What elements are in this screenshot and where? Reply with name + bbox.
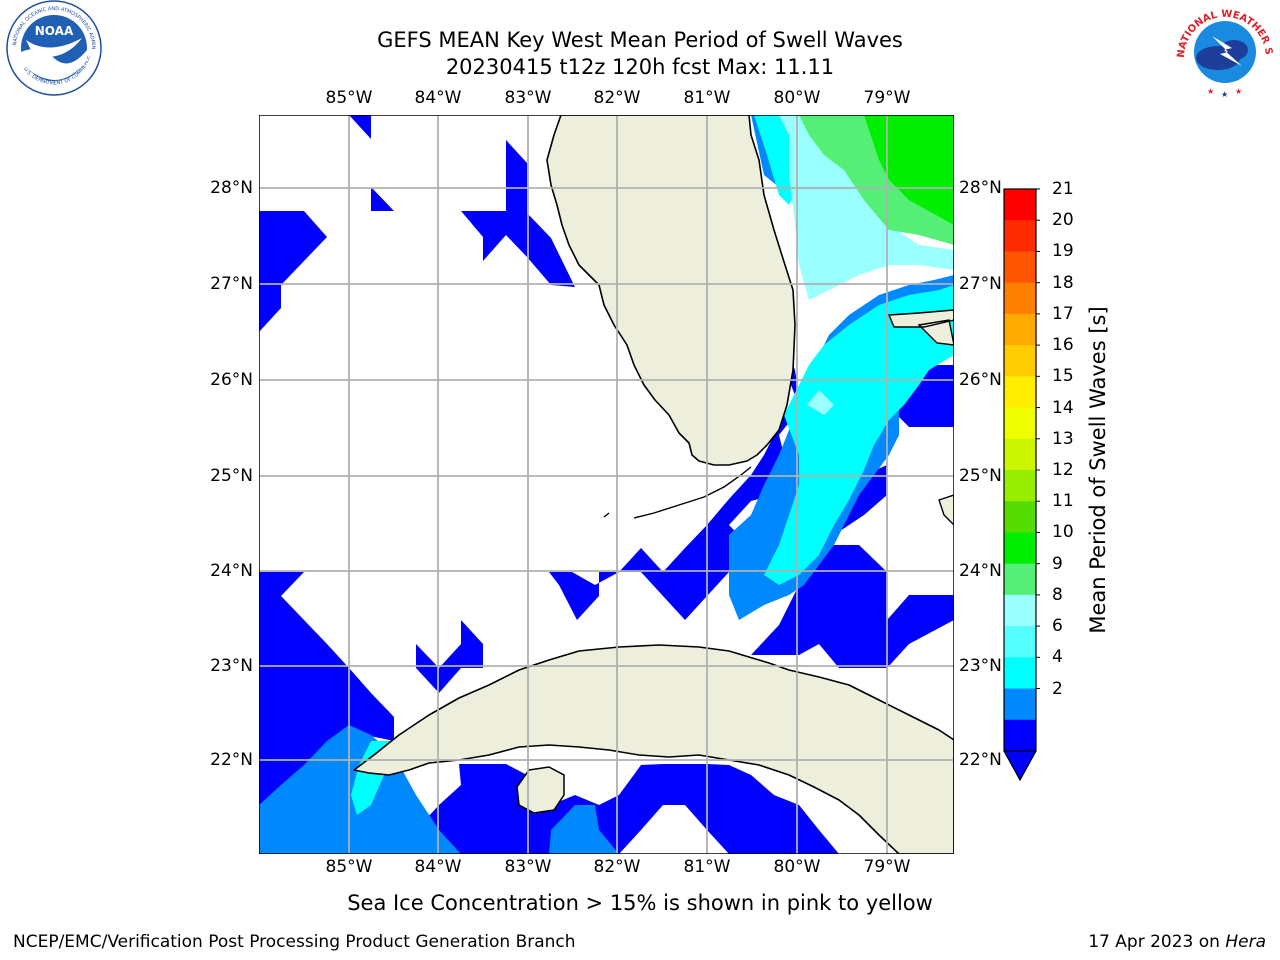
land-bahamas [887,309,954,526]
lon-label-bottom: 81°W [683,857,731,877]
sea-ice-note: Sea Ice Concentration > 15% is shown in … [347,891,933,915]
svg-text:★: ★ [1235,87,1242,96]
lat-label-right: 27°N [959,274,1002,294]
map-gridlines [259,115,954,854]
lat-label-left: 23°N [210,656,253,676]
lat-label-right: 25°N [959,466,1002,486]
map-panel [259,115,954,854]
svg-text:★: ★ [1221,90,1228,99]
colorbar-tick: 9 [1052,553,1063,574]
colorbar-tick: 15 [1052,366,1074,387]
lat-label-left: 25°N [210,466,253,486]
lon-label-bottom: 83°W [504,857,552,877]
florida-keys [633,466,752,519]
land-cuba [353,644,954,854]
colorbar-tick: 17 [1052,303,1074,324]
lon-label-bottom: 82°W [593,857,641,877]
colorbar-block [1004,501,1036,534]
colorbar-tick: 14 [1052,397,1074,418]
land-florida [546,115,796,466]
colorbar-block [1004,376,1036,409]
lon-label-top: 79°W [863,88,911,108]
colorbar-block [1004,657,1036,690]
lon-label-bottom: 84°W [414,857,462,877]
colorbar-tick: 20 [1052,210,1074,231]
lat-label-right: 24°N [959,561,1002,581]
footer-date: 17 Apr 2023 on Hera [1088,932,1266,952]
colorbar-block [1004,719,1036,752]
colorbar-tick: 2 [1052,678,1063,699]
colorbar-block [1004,345,1036,377]
colorbar-tick: 19 [1052,241,1074,262]
lon-label-bottom: 79°W [863,857,911,877]
lat-label-left: 28°N [210,178,253,198]
colorbar-block [1004,470,1036,502]
colorbar-tick: 6 [1052,616,1063,637]
colorbar-label: Mean Period of Swell Waves [s] [1086,306,1110,634]
colorbar-tick: 11 [1052,491,1074,512]
colorbar-tick: 10 [1052,522,1074,543]
colorbar-block [1004,688,1036,721]
colorbar-block [1004,407,1036,440]
lon-label-bottom: 80°W [773,857,821,877]
colorbar-tick: 18 [1052,272,1074,293]
footer-date-text: 17 Apr 2023 on [1088,932,1226,952]
colorbar-tick: 13 [1052,428,1074,449]
footer-host: Hera [1225,932,1266,952]
colorbar-block [1004,563,1036,596]
colorbar-block [1004,251,1036,284]
lon-label-top: 83°W [504,88,552,108]
page-title: GEFS MEAN Key West Mean Period of Swell … [377,28,903,52]
lat-label-left: 27°N [210,274,253,294]
colorbar-block [1004,594,1036,627]
colorbar-tick: 12 [1052,460,1074,480]
svg-text:★: ★ [1207,87,1214,96]
footer-branch: NCEP/EMC/Verification Post Processing Pr… [13,932,576,952]
lon-label-top: 80°W [773,88,821,108]
noaa-logo-text: NOAA [35,24,74,38]
noaa-logo: NATIONAL OCEANIC AND ATMOSPHERIC ADMINIS… [4,0,102,96]
page-subtitle: 20230415 t12z 120h fcst Max: 11.11 [445,55,835,79]
lat-label-right: 28°N [959,178,1002,198]
colorbar-block [1004,282,1036,315]
colorbar-tick: 4 [1052,647,1063,668]
colorbar-block [1004,626,1036,658]
colorbar [1003,188,1040,782]
colorbar-underflow-arrow [1004,751,1036,780]
lat-label-right: 22°N [959,750,1002,770]
colorbar-tick: 8 [1052,584,1063,605]
lat-label-left: 24°N [210,561,253,581]
nws-logo: NATIONAL WEATHER SERVICE ★ ★ ★ [1172,0,1274,99]
lon-label-bottom: 85°W [325,857,373,877]
colorbar-block [1004,220,1036,253]
lon-label-top: 84°W [414,88,462,108]
colorbar-tick: 16 [1052,335,1074,356]
colorbar-block [1004,313,1036,346]
lat-label-right: 23°N [959,656,1002,676]
lon-label-top: 82°W [593,88,641,108]
colorbar-tick: 21 [1052,179,1074,199]
colorbar-block [1004,189,1036,221]
colorbar-block [1004,532,1036,565]
lat-label-left: 26°N [210,370,253,390]
lat-label-right: 26°N [959,370,1002,390]
lon-label-top: 81°W [683,88,731,108]
lon-label-top: 85°W [325,88,373,108]
lat-label-left: 22°N [210,750,253,770]
colorbar-block [1004,438,1036,471]
